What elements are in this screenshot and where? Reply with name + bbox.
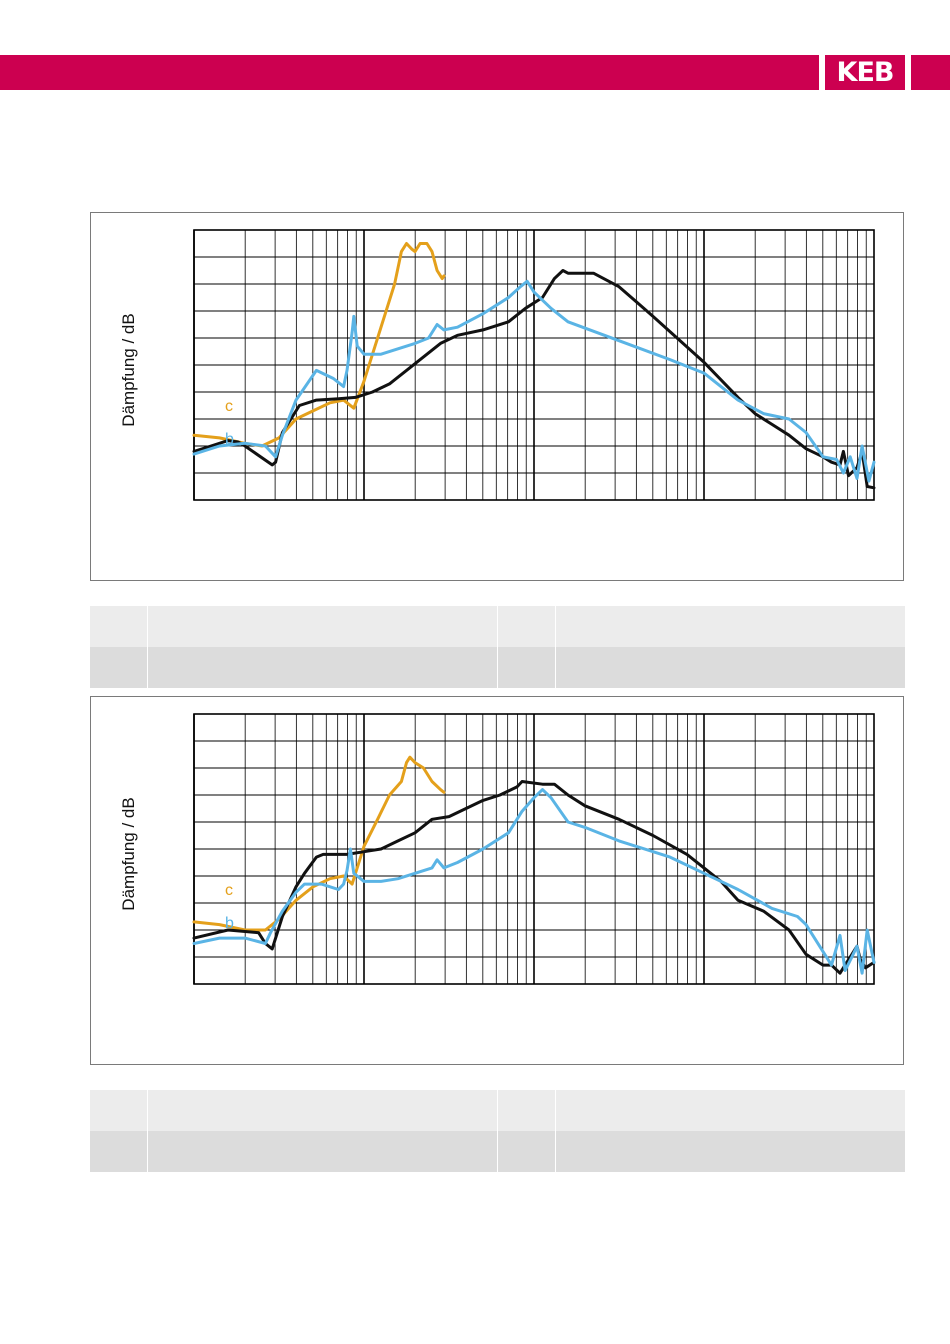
keb-logo: KEB <box>819 51 911 94</box>
grid <box>193 713 874 985</box>
series-label-b: b <box>225 431 234 448</box>
brand-bar <box>0 55 950 90</box>
y-axis-label-1: Dämpfung / dB <box>119 313 138 427</box>
info-row <box>90 1090 905 1131</box>
series-line-c <box>192 242 446 448</box>
series-line-b <box>192 279 876 483</box>
series-line-c <box>192 755 446 932</box>
series-line-b <box>192 788 876 975</box>
attenuation-chart-2: cb <box>192 713 876 985</box>
logo-text: KEB <box>825 55 905 90</box>
y-axis-label-2: Dämpfung / dB <box>119 797 138 911</box>
grid <box>193 229 874 501</box>
info-row <box>90 606 905 647</box>
attenuation-chart-1: cb <box>192 229 876 501</box>
info-row <box>90 1131 905 1172</box>
plot-border <box>193 713 875 985</box>
series-label-c: c <box>225 398 233 415</box>
series-label-c: c <box>225 882 233 899</box>
info-row <box>90 647 905 688</box>
plot-border <box>193 229 875 501</box>
series-label-b: b <box>225 915 234 932</box>
